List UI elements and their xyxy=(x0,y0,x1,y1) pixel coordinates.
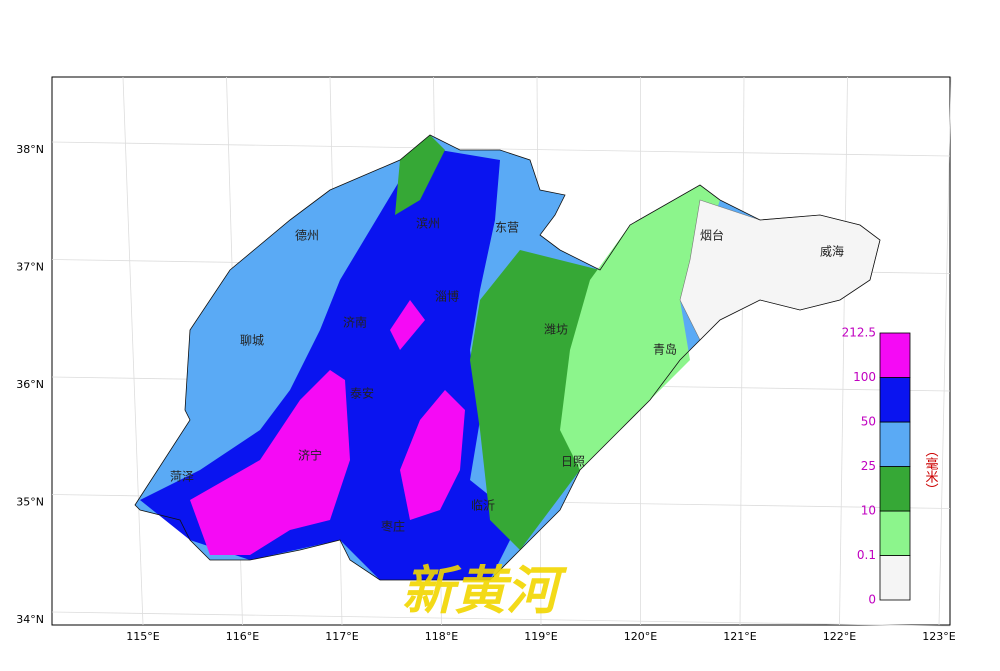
city-label: 泰安 xyxy=(350,386,374,401)
city-label: 临沂 xyxy=(471,499,495,513)
province-fill xyxy=(134,134,881,581)
legend-swatch xyxy=(879,466,911,512)
legend-swatch xyxy=(879,555,911,601)
city-label: 菏泽 xyxy=(170,470,194,484)
lon-label: 121°E xyxy=(723,630,756,643)
lon-label: 122°E xyxy=(823,630,856,643)
city-labels: 德州 滨州 东营 烟台 威海 淄博 潍坊 聊城 济南 泰安 青岛 济宁 菏泽 日… xyxy=(170,216,844,534)
city-label: 威海 xyxy=(820,244,844,259)
province-outline xyxy=(134,134,881,581)
legend-tick-label: 100 xyxy=(853,370,876,384)
city-label: 日照 xyxy=(561,455,585,469)
lat-label: 38°N xyxy=(16,143,44,156)
region-magenta xyxy=(400,390,465,520)
city-label: 东营 xyxy=(495,221,519,235)
legend-swatch xyxy=(879,510,911,556)
city-label: 枣庄 xyxy=(381,519,405,534)
lon-label: 116°E xyxy=(226,630,259,643)
lon-label: 117°E xyxy=(325,630,358,643)
lon-line xyxy=(938,76,952,626)
city-label: 烟台 xyxy=(700,228,724,243)
lat-label: 37°N xyxy=(16,261,44,274)
region-magenta xyxy=(190,370,350,555)
legend-tick-label: 0.1 xyxy=(857,548,876,562)
city-label: 德州 xyxy=(295,228,319,243)
lat-label: 34°N xyxy=(16,613,44,626)
legend-tick-label: 212.5 xyxy=(842,326,876,340)
region-magenta xyxy=(390,300,425,350)
lat-line xyxy=(51,141,951,157)
city-label: 潍坊 xyxy=(544,322,568,337)
lon-label: 115°E xyxy=(126,630,159,643)
lon-line xyxy=(122,76,144,626)
city-label: 济南 xyxy=(343,315,367,330)
city-label: 滨州 xyxy=(416,216,440,231)
legend-tick-label: 0 xyxy=(868,593,876,607)
lon-line xyxy=(839,76,848,626)
lon-label: 119°E xyxy=(524,630,557,643)
legend-swatch xyxy=(879,377,911,423)
city-label: 青岛 xyxy=(653,342,677,357)
legend-swatch xyxy=(879,421,911,467)
lat-label: 35°N xyxy=(16,496,44,509)
city-label: 淄博 xyxy=(435,289,459,304)
lon-label: 123°E xyxy=(922,630,955,643)
legend-unit: （毫米） xyxy=(923,444,939,496)
lat-line xyxy=(51,611,951,627)
city-label: 聊城 xyxy=(240,334,264,348)
lat-label: 36°N xyxy=(16,378,44,391)
legend-tick-label: 25 xyxy=(861,459,876,473)
lon-label: 118°E xyxy=(425,630,458,643)
region-light-green xyxy=(560,185,720,470)
watermark: 新黄河 xyxy=(402,561,568,622)
legend-tick-label: 10 xyxy=(861,504,876,518)
lon-line xyxy=(739,76,745,626)
legend: 0 0.1 10 25 50 100 212.5 xyxy=(842,326,911,607)
legend-swatch xyxy=(879,332,911,378)
region-green-north xyxy=(395,135,445,215)
city-label: 济宁 xyxy=(298,448,322,463)
legend-tick-label: 50 xyxy=(861,415,876,429)
lon-label: 120°E xyxy=(624,630,657,643)
